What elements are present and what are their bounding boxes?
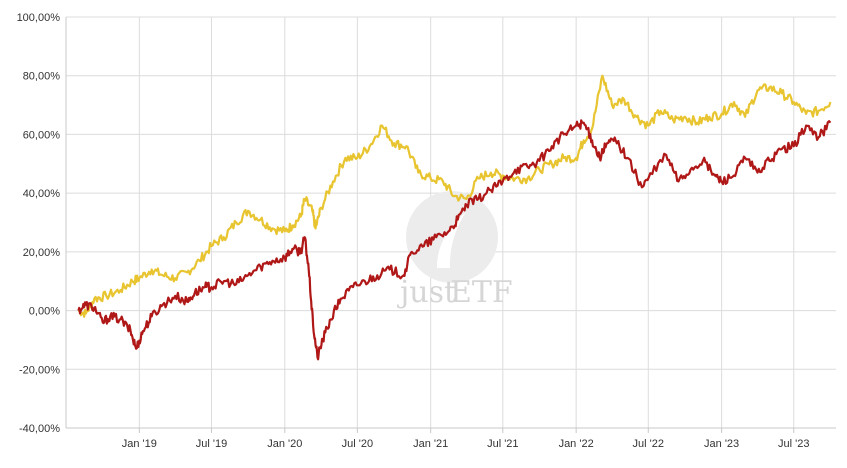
- x-tick-label: Jul '21: [487, 438, 518, 450]
- y-tick-label: 40,00%: [23, 188, 61, 200]
- justetf-watermark: just ETF: [397, 191, 513, 310]
- x-tick-label: Jul '20: [342, 438, 373, 450]
- x-tick-label: Jan '23: [704, 438, 739, 450]
- x-tick-label: Jan '21: [413, 438, 448, 450]
- x-tick-label: Jul '22: [633, 438, 664, 450]
- watermark-text-etf: ETF: [450, 275, 513, 310]
- watermark-text-just: just: [397, 275, 456, 310]
- x-tick-label: Jan '19: [122, 438, 157, 450]
- x-tick-label: Jul '19: [196, 438, 227, 450]
- y-tick-label: -20,00%: [19, 364, 60, 376]
- y-tick-label: 20,00%: [23, 247, 61, 259]
- x-tick-label: Jul '23: [778, 438, 809, 450]
- y-tick-label: 0,00%: [29, 306, 60, 318]
- series-layer: [77, 74, 832, 361]
- y-tick-label: 100,00%: [17, 12, 61, 24]
- label-layer: 100,00% 80,00% 60,00% 40,00% 20,00% 0,00% -20,…: [17, 12, 810, 450]
- series-line-2: [77, 119, 832, 361]
- series-line-1: [77, 74, 832, 318]
- watermark-swoosh: [436, 212, 466, 268]
- y-tick-label: 60,00%: [23, 129, 61, 141]
- y-tick-label: 80,00%: [23, 71, 61, 83]
- x-tick-label: Jan '20: [267, 438, 302, 450]
- x-tick-label: Jan '22: [559, 438, 594, 450]
- y-tick-label: -40,00%: [19, 423, 60, 435]
- axis-layer: [65, 17, 836, 433]
